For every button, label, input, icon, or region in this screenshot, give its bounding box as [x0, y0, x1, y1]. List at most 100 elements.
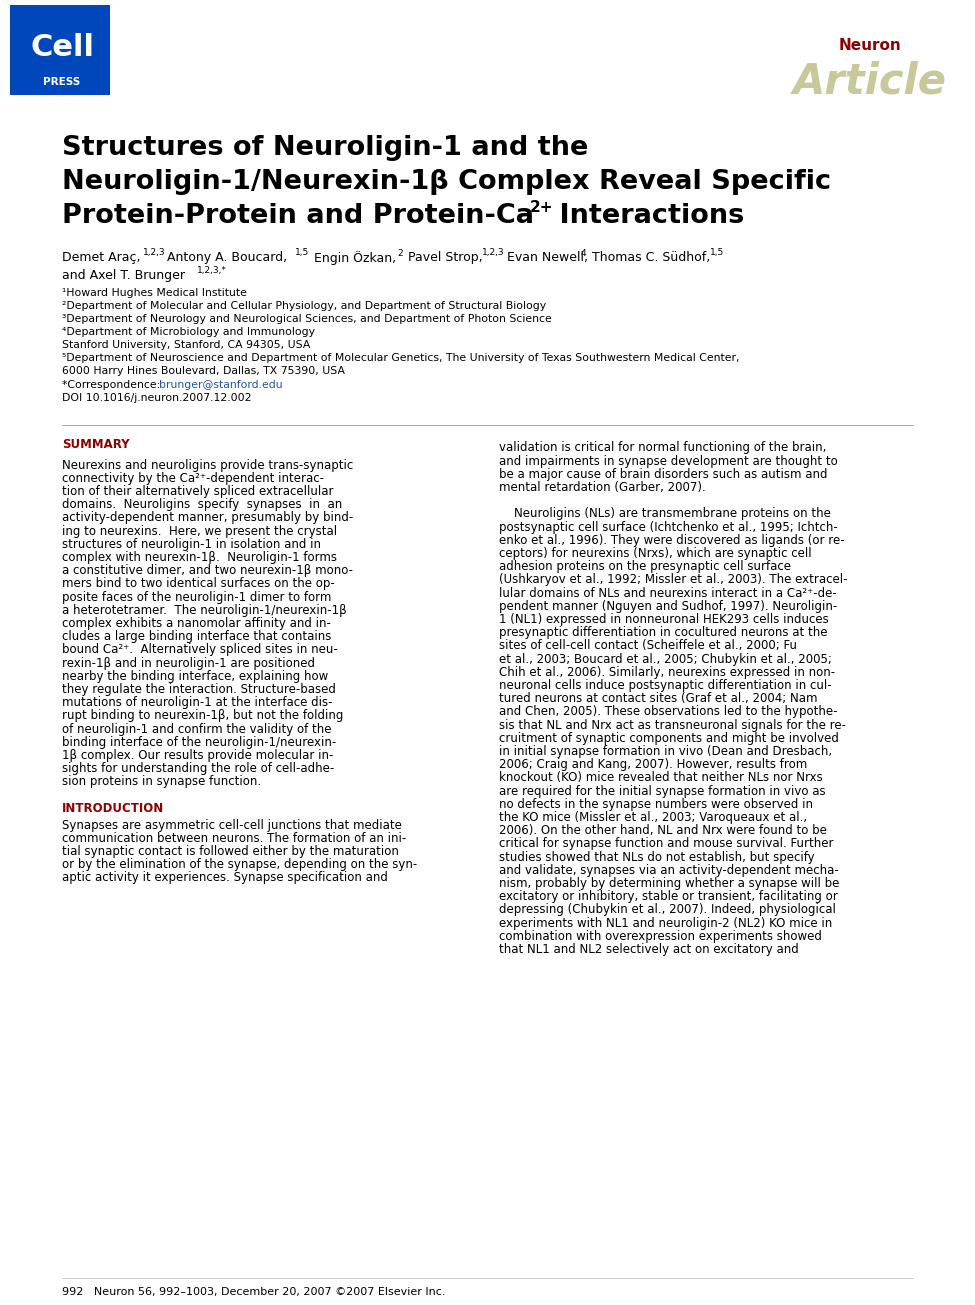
Text: Neuroligins (NLs) are transmembrane proteins on the: Neuroligins (NLs) are transmembrane prot…	[499, 508, 831, 521]
Text: Neurexins and neuroligins provide trans-synaptic: Neurexins and neuroligins provide trans-…	[62, 458, 353, 471]
Text: rexin-1β and in neuroligin-1 are positioned: rexin-1β and in neuroligin-1 are positio…	[62, 656, 315, 669]
Text: tion of their alternatively spliced extracellular: tion of their alternatively spliced extr…	[62, 485, 333, 499]
Text: brunger@stanford.edu: brunger@stanford.edu	[159, 380, 283, 390]
Text: ⁴Department of Microbiology and Immunology: ⁴Department of Microbiology and Immunolo…	[62, 328, 315, 337]
Text: rupt binding to neurexin-1β, but not the folding: rupt binding to neurexin-1β, but not the…	[62, 710, 343, 722]
Text: presynaptic differentiation in cocultured neurons at the: presynaptic differentiation in coculture…	[499, 626, 828, 639]
Text: 1 (NL1) expressed in nonneuronal HEK293 cells induces: 1 (NL1) expressed in nonneuronal HEK293 …	[499, 613, 829, 626]
Text: INTRODUCTION: INTRODUCTION	[62, 803, 164, 816]
Text: domains.  Neuroligins  specify  synapses  in  an: domains. Neuroligins specify synapses in…	[62, 499, 342, 512]
Text: Cell: Cell	[30, 34, 94, 63]
Text: SUMMARY: SUMMARY	[62, 438, 130, 452]
Text: binding interface of the neuroligin-1/neurexin-: binding interface of the neuroligin-1/ne…	[62, 736, 336, 749]
Text: validation is critical for normal functioning of the brain,: validation is critical for normal functi…	[499, 441, 827, 454]
Text: pendent manner (Nguyen and Sudhof, 1997). Neuroligin-: pendent manner (Nguyen and Sudhof, 1997)…	[499, 600, 838, 613]
Text: complex exhibits a nanomolar affinity and in-: complex exhibits a nanomolar affinity an…	[62, 617, 331, 630]
Text: Neuroligin-1/Neurexin-1β Complex Reveal Specific: Neuroligin-1/Neurexin-1β Complex Reveal …	[62, 170, 831, 194]
Text: mutations of neuroligin-1 at the interface dis-: mutations of neuroligin-1 at the interfa…	[62, 696, 332, 709]
Text: activity-dependent manner, presumably by bind-: activity-dependent manner, presumably by…	[62, 512, 353, 525]
Text: posite faces of the neuroligin-1 dimer to form: posite faces of the neuroligin-1 dimer t…	[62, 590, 332, 603]
Text: or by the elimination of the synapse, depending on the syn-: or by the elimination of the synapse, de…	[62, 859, 417, 872]
Text: sites of cell-cell contact (Scheiffele et al., 2000; Fu: sites of cell-cell contact (Scheiffele e…	[499, 639, 797, 652]
Text: communication between neurons. The formation of an ini-: communication between neurons. The forma…	[62, 831, 407, 844]
Text: tial synaptic contact is followed either by the maturation: tial synaptic contact is followed either…	[62, 844, 399, 857]
Text: ceptors) for neurexins (Nrxs), which are synaptic cell: ceptors) for neurexins (Nrxs), which are…	[499, 547, 811, 560]
Text: complex with neurexin-1β.  Neuroligin-1 forms: complex with neurexin-1β. Neuroligin-1 f…	[62, 551, 337, 564]
Text: knockout (KO) mice revealed that neither NLs nor Nrxs: knockout (KO) mice revealed that neither…	[499, 771, 823, 784]
Text: sion proteins in synapse function.: sion proteins in synapse function.	[62, 775, 261, 788]
Text: Synapses are asymmetric cell-cell junctions that mediate: Synapses are asymmetric cell-cell juncti…	[62, 818, 402, 831]
Text: mers bind to two identical surfaces on the op-: mers bind to two identical surfaces on t…	[62, 577, 334, 590]
Text: Pavel Strop,: Pavel Strop,	[404, 252, 483, 265]
Text: Interactions: Interactions	[550, 204, 744, 228]
Text: cludes a large binding interface that contains: cludes a large binding interface that co…	[62, 630, 332, 643]
Text: Structures of Neuroligin-1 and the: Structures of Neuroligin-1 and the	[62, 134, 588, 161]
Text: nism, probably by determining whether a synapse will be: nism, probably by determining whether a …	[499, 877, 839, 890]
Text: postsynaptic cell surface (Ichtchenko et al., 1995; Ichtch-: postsynaptic cell surface (Ichtchenko et…	[499, 521, 838, 534]
Text: ³Department of Neurology and Neurological Sciences, and Department of Photon Sci: ³Department of Neurology and Neurologica…	[62, 315, 552, 324]
Text: nearby the binding interface, explaining how: nearby the binding interface, explaining…	[62, 669, 329, 683]
Text: they regulate the interaction. Structure-based: they regulate the interaction. Structure…	[62, 683, 335, 696]
Text: of neuroligin-1 and confirm the validity of the: of neuroligin-1 and confirm the validity…	[62, 723, 332, 736]
Text: Article: Article	[793, 61, 947, 103]
Text: and validate, synapses via an activity-dependent mecha-: and validate, synapses via an activity-d…	[499, 864, 838, 877]
Text: are required for the initial synapse formation in vivo as: are required for the initial synapse for…	[499, 784, 826, 797]
Text: *Correspondence:: *Correspondence:	[62, 380, 164, 390]
FancyBboxPatch shape	[10, 5, 110, 95]
Text: adhesion proteins on the presynaptic cell surface: adhesion proteins on the presynaptic cel…	[499, 560, 791, 573]
Text: 6000 Harry Hines Boulevard, Dallas, TX 75390, USA: 6000 Harry Hines Boulevard, Dallas, TX 7…	[62, 365, 345, 376]
Text: a constitutive dimer, and two neurexin-1β mono-: a constitutive dimer, and two neurexin-1…	[62, 564, 353, 577]
Text: neuronal cells induce postsynaptic differentiation in cul-: neuronal cells induce postsynaptic diffe…	[499, 679, 832, 692]
Text: et al., 2003; Boucard et al., 2005; Chubykin et al., 2005;: et al., 2003; Boucard et al., 2005; Chub…	[499, 652, 832, 666]
Text: Evan Newell,: Evan Newell,	[503, 252, 588, 265]
Text: studies showed that NLs do not establish, but specify: studies showed that NLs do not establish…	[499, 851, 815, 864]
Text: 1,5: 1,5	[710, 248, 724, 257]
Text: tured neurons at contact sites (Graf et al., 2004; Nam: tured neurons at contact sites (Graf et …	[499, 692, 817, 705]
Text: connectivity by the Ca²⁺-dependent interac-: connectivity by the Ca²⁺-dependent inter…	[62, 471, 324, 484]
Text: no defects in the synapse numbers were observed in: no defects in the synapse numbers were o…	[499, 797, 813, 810]
Text: 992   Neuron 56, 992–1003, December 20, 2007 ©2007 Elsevier Inc.: 992 Neuron 56, 992–1003, December 20, 20…	[62, 1287, 446, 1297]
Text: 1,5: 1,5	[295, 248, 309, 257]
Text: and impairments in synapse development are thought to: and impairments in synapse development a…	[499, 454, 838, 467]
Text: sis that NL and Nrx act as transneuronal signals for the re-: sis that NL and Nrx act as transneuronal…	[499, 719, 846, 732]
Text: excitatory or inhibitory, stable or transient, facilitating or: excitatory or inhibitory, stable or tran…	[499, 890, 838, 903]
Text: 1,2,3,*: 1,2,3,*	[197, 265, 227, 274]
Text: enko et al., 1996). They were discovered as ligands (or re-: enko et al., 1996). They were discovered…	[499, 534, 844, 547]
Text: that NL1 and NL2 selectively act on excitatory and: that NL1 and NL2 selectively act on exci…	[499, 944, 799, 957]
Text: 1β complex. Our results provide molecular in-: 1β complex. Our results provide molecula…	[62, 749, 333, 762]
Text: combination with overexpression experiments showed: combination with overexpression experime…	[499, 930, 822, 944]
Text: depressing (Chubykin et al., 2007). Indeed, physiological: depressing (Chubykin et al., 2007). Inde…	[499, 903, 836, 916]
Text: ¹Howard Hughes Medical Institute: ¹Howard Hughes Medical Institute	[62, 288, 247, 298]
Text: aptic activity it experiences. Synapse specification and: aptic activity it experiences. Synapse s…	[62, 872, 388, 885]
Text: Neuron: Neuron	[838, 38, 901, 52]
Text: 1,2,3: 1,2,3	[143, 248, 166, 257]
Text: bound Ca²⁺.  Alternatively spliced sites in neu-: bound Ca²⁺. Alternatively spliced sites …	[62, 643, 337, 656]
Text: cruitment of synaptic components and might be involved: cruitment of synaptic components and mig…	[499, 732, 838, 745]
Text: 2: 2	[397, 248, 403, 257]
Text: the KO mice (Missler et al., 2003; Varoqueaux et al.,: the KO mice (Missler et al., 2003; Varoq…	[499, 812, 807, 823]
Text: Antony A. Boucard,: Antony A. Boucard,	[163, 252, 287, 265]
Text: ²Department of Molecular and Cellular Physiology, and Department of Structural B: ²Department of Molecular and Cellular Ph…	[62, 301, 546, 311]
Text: 2006). On the other hand, NL and Nrx were found to be: 2006). On the other hand, NL and Nrx wer…	[499, 825, 827, 838]
Text: 2006; Craig and Kang, 2007). However, results from: 2006; Craig and Kang, 2007). However, re…	[499, 758, 807, 771]
Text: experiments with NL1 and neuroligin-2 (NL2) KO mice in: experiments with NL1 and neuroligin-2 (N…	[499, 916, 833, 929]
Text: ⁵Department of Neuroscience and Department of Molecular Genetics, The University: ⁵Department of Neuroscience and Departme…	[62, 352, 739, 363]
Text: 1,2,3: 1,2,3	[482, 248, 505, 257]
Text: mental retardation (Garber, 2007).: mental retardation (Garber, 2007).	[499, 482, 706, 495]
Text: and Axel T. Brunger: and Axel T. Brunger	[62, 269, 185, 282]
Text: Stanford University, Stanford, CA 94305, USA: Stanford University, Stanford, CA 94305,…	[62, 341, 310, 350]
Text: 2+: 2+	[530, 201, 554, 215]
Text: lular domains of NLs and neurexins interact in a Ca²⁺-de-: lular domains of NLs and neurexins inter…	[499, 587, 837, 600]
Text: Engin Özkan,: Engin Özkan,	[310, 251, 396, 265]
Text: Chih et al., 2006). Similarly, neurexins expressed in non-: Chih et al., 2006). Similarly, neurexins…	[499, 666, 836, 679]
Text: be a major cause of brain disorders such as autism and: be a major cause of brain disorders such…	[499, 468, 828, 482]
Text: Thomas C. Südhof,: Thomas C. Südhof,	[588, 252, 710, 265]
Text: DOI 10.1016/j.neuron.2007.12.002: DOI 10.1016/j.neuron.2007.12.002	[62, 393, 252, 403]
Text: PRESS: PRESS	[43, 77, 81, 87]
Text: 4: 4	[581, 248, 587, 257]
Text: in initial synapse formation in vivo (Dean and Dresbach,: in initial synapse formation in vivo (De…	[499, 745, 832, 758]
Text: ing to neurexins.  Here, we present the crystal: ing to neurexins. Here, we present the c…	[62, 525, 337, 538]
Text: critical for synapse function and mouse survival. Further: critical for synapse function and mouse …	[499, 838, 834, 851]
Text: Protein-Protein and Protein-Ca: Protein-Protein and Protein-Ca	[62, 204, 534, 228]
Text: and Chen, 2005). These observations led to the hypothe-: and Chen, 2005). These observations led …	[499, 706, 838, 719]
